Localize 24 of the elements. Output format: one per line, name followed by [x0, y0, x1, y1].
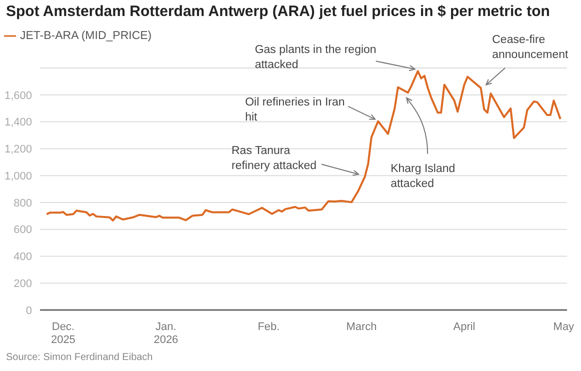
- x-tick-label: Dec. 2025: [50, 321, 76, 346]
- x-tick-label: April: [453, 321, 476, 333]
- source-note: Source: Simon Ferdinand Eibach: [6, 352, 153, 363]
- y-tick-label: 1,200: [4, 144, 32, 156]
- annotation: Ras Tanura refinery attacked: [232, 145, 317, 172]
- legend-label: JET-B-ARA (MID_PRICE): [20, 30, 152, 42]
- y-tick-label: 600: [14, 224, 32, 236]
- x-tick-label: Jan. 2026: [154, 321, 178, 346]
- x-tick-label: March: [346, 321, 377, 333]
- y-tick-label: 400: [14, 251, 32, 264]
- x-tick-label: May: [553, 321, 575, 333]
- y-tick-label: 800: [14, 197, 32, 210]
- annotation: Cease-fire announcement: [492, 34, 570, 61]
- line-series: [46, 70, 562, 222]
- y-tick-label: 0: [26, 304, 32, 317]
- chart-title: Spot Amsterdam Rotterdam Antwerp (ARA) jet fuel prices in $ per metric ton: [6, 3, 550, 20]
- annotation: Oil refineries in Iran hit: [245, 96, 345, 124]
- x-tick-label: Feb.: [258, 321, 280, 333]
- annotation: Kharg Island attacked: [390, 162, 456, 190]
- annotation: Gas plants in the region attacked: [254, 44, 376, 72]
- y-tick-label: 1,000: [4, 170, 32, 182]
- y-tick-label: 1,600: [4, 90, 32, 102]
- y-tick-label: 200: [14, 278, 32, 290]
- y-tick-label: 1,400: [4, 116, 32, 129]
